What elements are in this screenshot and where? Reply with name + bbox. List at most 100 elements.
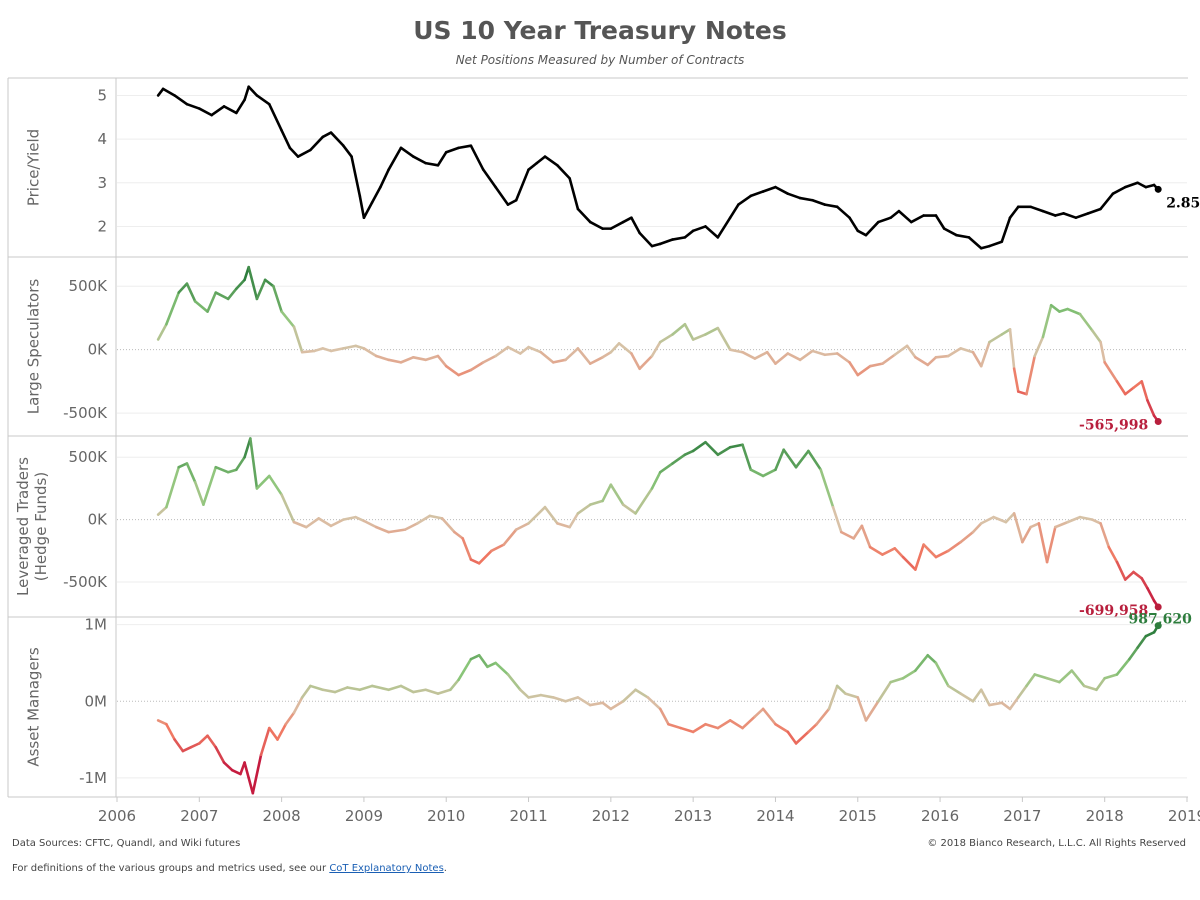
series-segment: [765, 350, 777, 365]
series-segment: [309, 684, 325, 692]
series-segment: [449, 678, 460, 692]
series-segment: [564, 347, 580, 362]
series-segment: [165, 465, 181, 509]
chart-frame: [7, 77, 1188, 798]
series-segment: [494, 661, 510, 676]
series-segment: [198, 107, 213, 117]
series-segment: [1016, 390, 1028, 396]
series-segment: [481, 354, 497, 364]
series-segment: [934, 214, 946, 230]
series-segment: [1082, 684, 1098, 692]
series-segment: [490, 543, 506, 553]
series-segment: [354, 515, 366, 523]
y-axis-title-line: Asset Managers: [24, 647, 42, 767]
series-segment: [774, 352, 790, 365]
series-segment: [979, 515, 995, 525]
series-segment: [856, 229, 868, 237]
series-segment: [827, 684, 839, 711]
series-segment: [988, 333, 1004, 344]
x-tick-label: 2013: [674, 807, 712, 825]
end-value-label: 987,620: [1129, 612, 1193, 628]
series-segment: [350, 155, 362, 198]
series-segment: [716, 216, 732, 239]
series-segment: [193, 480, 205, 506]
series-segment: [988, 240, 1004, 248]
series-segment: [165, 291, 181, 326]
series-segment: [609, 220, 625, 230]
series-segment: [329, 347, 345, 353]
series-segment: [185, 462, 197, 484]
series-segment: [967, 236, 983, 250]
series-segment: [683, 449, 695, 457]
series-segment: [288, 146, 300, 158]
series-segment: [774, 722, 790, 734]
series-segment: [177, 282, 189, 294]
series-segment: [374, 354, 390, 362]
series-segment: [387, 684, 403, 692]
series-segment: [794, 730, 810, 745]
y-axis-title-line: Leveraged Traders: [14, 457, 32, 596]
series-segment: [502, 528, 518, 546]
series-segment: [1029, 205, 1045, 213]
end-point-marker: [1154, 603, 1162, 611]
series-segment: [556, 164, 571, 180]
series-segment: [461, 537, 473, 561]
series-segment: [979, 340, 991, 368]
series-segment: [399, 684, 415, 694]
chart-title: US 10 Year Treasury Notes: [413, 16, 787, 45]
series-segment: [1099, 340, 1106, 364]
series-segment: [527, 161, 539, 171]
series-segment: [296, 148, 312, 158]
series-segment: [753, 350, 769, 360]
series-segment: [1146, 586, 1156, 603]
series-segment: [588, 355, 604, 365]
series-segment: [650, 470, 662, 490]
x-tick-label: 2007: [180, 807, 218, 825]
series-segment: [588, 701, 604, 707]
series-segment: [1021, 525, 1032, 544]
series-segment: [1115, 657, 1131, 676]
series-segment: [222, 761, 234, 772]
series-segment: [1058, 669, 1074, 684]
series-segment: [761, 185, 777, 193]
series-segment: [671, 453, 687, 465]
series-segment: [753, 707, 765, 718]
series-segment: [877, 216, 892, 224]
series-segment: [267, 474, 283, 496]
data-sources-note: Data Sources: CFTC, Quandl, and Wiki fut…: [12, 838, 241, 849]
series-segment: [243, 437, 252, 459]
series-segment: [222, 105, 238, 115]
series-segment: [786, 352, 802, 362]
series-segment: [1012, 512, 1024, 544]
series-segment: [971, 688, 983, 703]
series-segment: [556, 522, 571, 529]
series-segment: [403, 522, 419, 531]
y-tick-label: 500K: [69, 277, 109, 295]
series-segment: [255, 94, 271, 106]
series-segment: [749, 190, 765, 198]
series-segment: [658, 707, 670, 726]
series-segment: [214, 745, 226, 764]
y-tick-label: 0M: [85, 692, 108, 710]
series-segment: [621, 688, 637, 703]
series-segment: [835, 205, 851, 220]
cot-explanatory-notes-link[interactable]: CoT Explanatory Notes: [329, 863, 444, 874]
series-segment: [481, 168, 497, 189]
series-segment: [914, 355, 930, 367]
series-segment: [436, 354, 448, 368]
series-segment: [988, 701, 1004, 707]
series-segment: [564, 696, 580, 703]
x-tick-label: 2012: [592, 807, 630, 825]
y-axis-title: Price/Yield: [24, 129, 42, 206]
series-segment: [905, 344, 917, 359]
series-segment: [477, 549, 493, 565]
series-segment: [864, 699, 880, 722]
x-tick-label: 2015: [839, 807, 877, 825]
series-segment: [255, 474, 271, 490]
series-segment: [387, 528, 407, 534]
series-segment: [934, 354, 950, 359]
series-segment: [815, 707, 831, 726]
series-segment: [1144, 631, 1156, 638]
copyright-note: © 2018 Bianco Research, L.L.C. All Right…: [927, 838, 1186, 849]
series-segment: [617, 342, 633, 355]
